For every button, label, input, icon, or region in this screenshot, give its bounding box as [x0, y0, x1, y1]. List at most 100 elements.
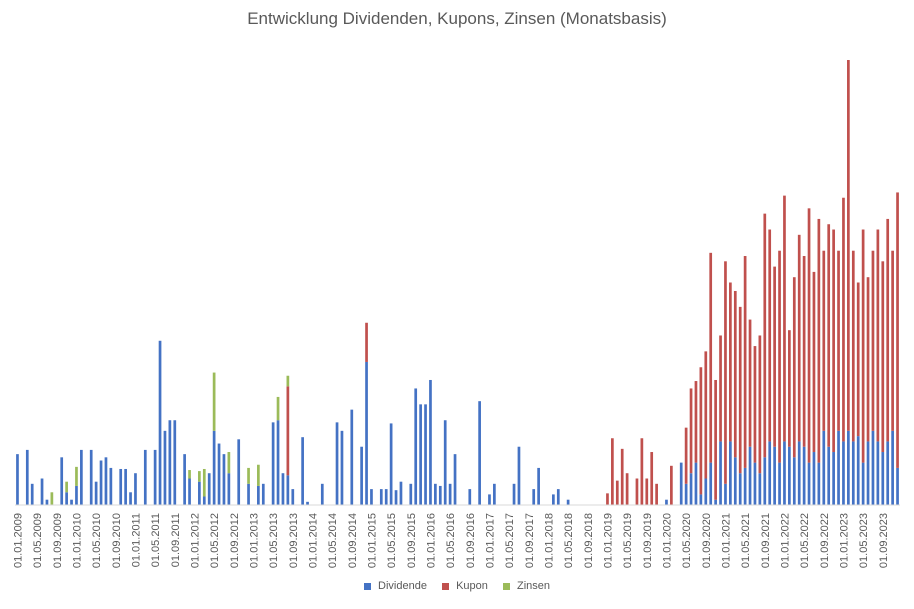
x-tick-label: 01.09.2015	[406, 513, 418, 568]
bar-dividende	[851, 441, 855, 505]
bar-dividende	[60, 457, 64, 505]
bar-dividende	[247, 483, 250, 505]
bar-kupon	[694, 381, 698, 463]
legend-item-kupon: Kupon	[442, 580, 488, 592]
bar-dividende	[748, 446, 752, 505]
bar-dividende	[493, 483, 496, 505]
bar-zinsen	[75, 466, 78, 486]
bar-dividende	[80, 449, 83, 505]
bar-kupon	[871, 250, 875, 431]
bar-dividende	[70, 499, 73, 505]
bar-zinsen	[50, 492, 54, 505]
bar-dividende	[788, 446, 791, 505]
bar-dividende	[237, 439, 241, 505]
bar-dividende	[861, 462, 865, 505]
x-tick-label: 01.05.2021	[740, 513, 752, 568]
bar-dividende	[807, 462, 811, 505]
bar-dividende	[517, 446, 521, 505]
bar-dividende	[812, 452, 816, 505]
bar-kupon	[817, 218, 821, 463]
bar-dividende	[424, 404, 427, 505]
bar-kupon	[866, 277, 870, 442]
x-tick-label: 01.05.2019	[622, 513, 634, 568]
x-tick-label: 01.01.2010	[71, 513, 83, 568]
bar-kupon	[645, 478, 649, 505]
x-tick-label: 01.09.2017	[524, 513, 536, 568]
bar-dividende	[94, 481, 98, 505]
bar-zinsen	[227, 452, 231, 474]
bar-kupon	[719, 335, 722, 442]
bar-kupon	[620, 448, 624, 505]
bar-kupon	[891, 250, 894, 431]
bar-kupon	[655, 483, 658, 505]
bar-dividende	[438, 485, 442, 505]
bar-kupon	[812, 271, 816, 453]
bar-dividende	[124, 468, 127, 505]
bar-kupon	[876, 229, 880, 442]
legend-swatch-zinsen	[502, 582, 510, 590]
bar-dividende	[429, 379, 432, 505]
bar-kupon	[748, 319, 752, 447]
x-tick-label: 01.09.2009	[52, 513, 64, 568]
bar-dividende	[729, 441, 732, 505]
bar-dividende	[453, 454, 457, 505]
x-tick-label: 01.01.2014	[307, 513, 319, 568]
bar-kupon	[743, 256, 747, 468]
x-tick-label: 01.05.2011	[150, 513, 162, 567]
bar-dividende	[183, 454, 186, 505]
bar-zinsen	[257, 464, 260, 486]
bar-dividende	[842, 441, 845, 505]
bar-dividende	[25, 449, 29, 505]
bar-dividende	[370, 489, 373, 505]
x-tick-label: 01.01.2009	[12, 513, 24, 568]
bar-kupon	[738, 306, 742, 474]
bar-dividende	[891, 430, 894, 505]
bar-dividende	[758, 473, 762, 505]
bar-dividende	[434, 483, 437, 505]
bar-kupon	[724, 261, 727, 484]
bar-dividende	[724, 483, 727, 505]
x-tick-label: 01.01.2012	[189, 513, 201, 568]
x-tick-label: 01.05.2016	[445, 513, 457, 568]
bar-dividende	[286, 475, 290, 505]
bar-dividende	[384, 489, 388, 505]
bar-dividende	[99, 460, 103, 505]
bar-zinsen	[276, 396, 280, 421]
chart-legend: Dividende Kupon Zinsen	[0, 580, 914, 592]
bar-kupon	[832, 229, 835, 453]
bar-dividende	[792, 457, 796, 505]
bar-dividende	[45, 499, 49, 505]
bar-kupon	[753, 346, 757, 463]
bar-kupon	[615, 480, 619, 505]
bar-dividende	[871, 430, 875, 505]
bar-dividende	[207, 473, 211, 505]
x-tick-label: 01.01.2013	[248, 513, 260, 568]
x-tick-label: 01.01.2016	[425, 513, 437, 568]
x-tick-label: 01.09.2010	[111, 513, 123, 568]
bar-dividende	[198, 481, 201, 505]
bar-dividende	[556, 489, 560, 505]
bar-dividende	[778, 462, 781, 505]
bar-dividende	[689, 473, 693, 505]
bar-dividende	[822, 430, 826, 505]
x-tick-label: 01.05.2020	[681, 513, 693, 568]
legend-label-dividende: Dividende	[378, 580, 427, 593]
bar-kupon	[861, 229, 865, 463]
bar-kupon	[611, 438, 614, 505]
bar-dividende	[291, 489, 295, 505]
x-tick-label: 01.01.2011	[130, 513, 142, 567]
bar-zinsen	[202, 468, 206, 497]
bar-kupon	[788, 330, 791, 447]
bar-kupon	[827, 224, 831, 447]
x-tick-label: 01.09.2012	[229, 513, 241, 568]
bar-dividende	[340, 430, 344, 505]
legend-swatch-kupon	[442, 582, 449, 590]
bar-dividende	[566, 499, 570, 505]
bar-dividende	[389, 423, 393, 505]
bar-kupon	[714, 379, 717, 500]
bar-dividende	[281, 473, 285, 505]
bar-dividende	[699, 494, 703, 505]
bar-dividende	[886, 441, 890, 505]
x-tick-label: 01.01.2022	[779, 513, 791, 568]
